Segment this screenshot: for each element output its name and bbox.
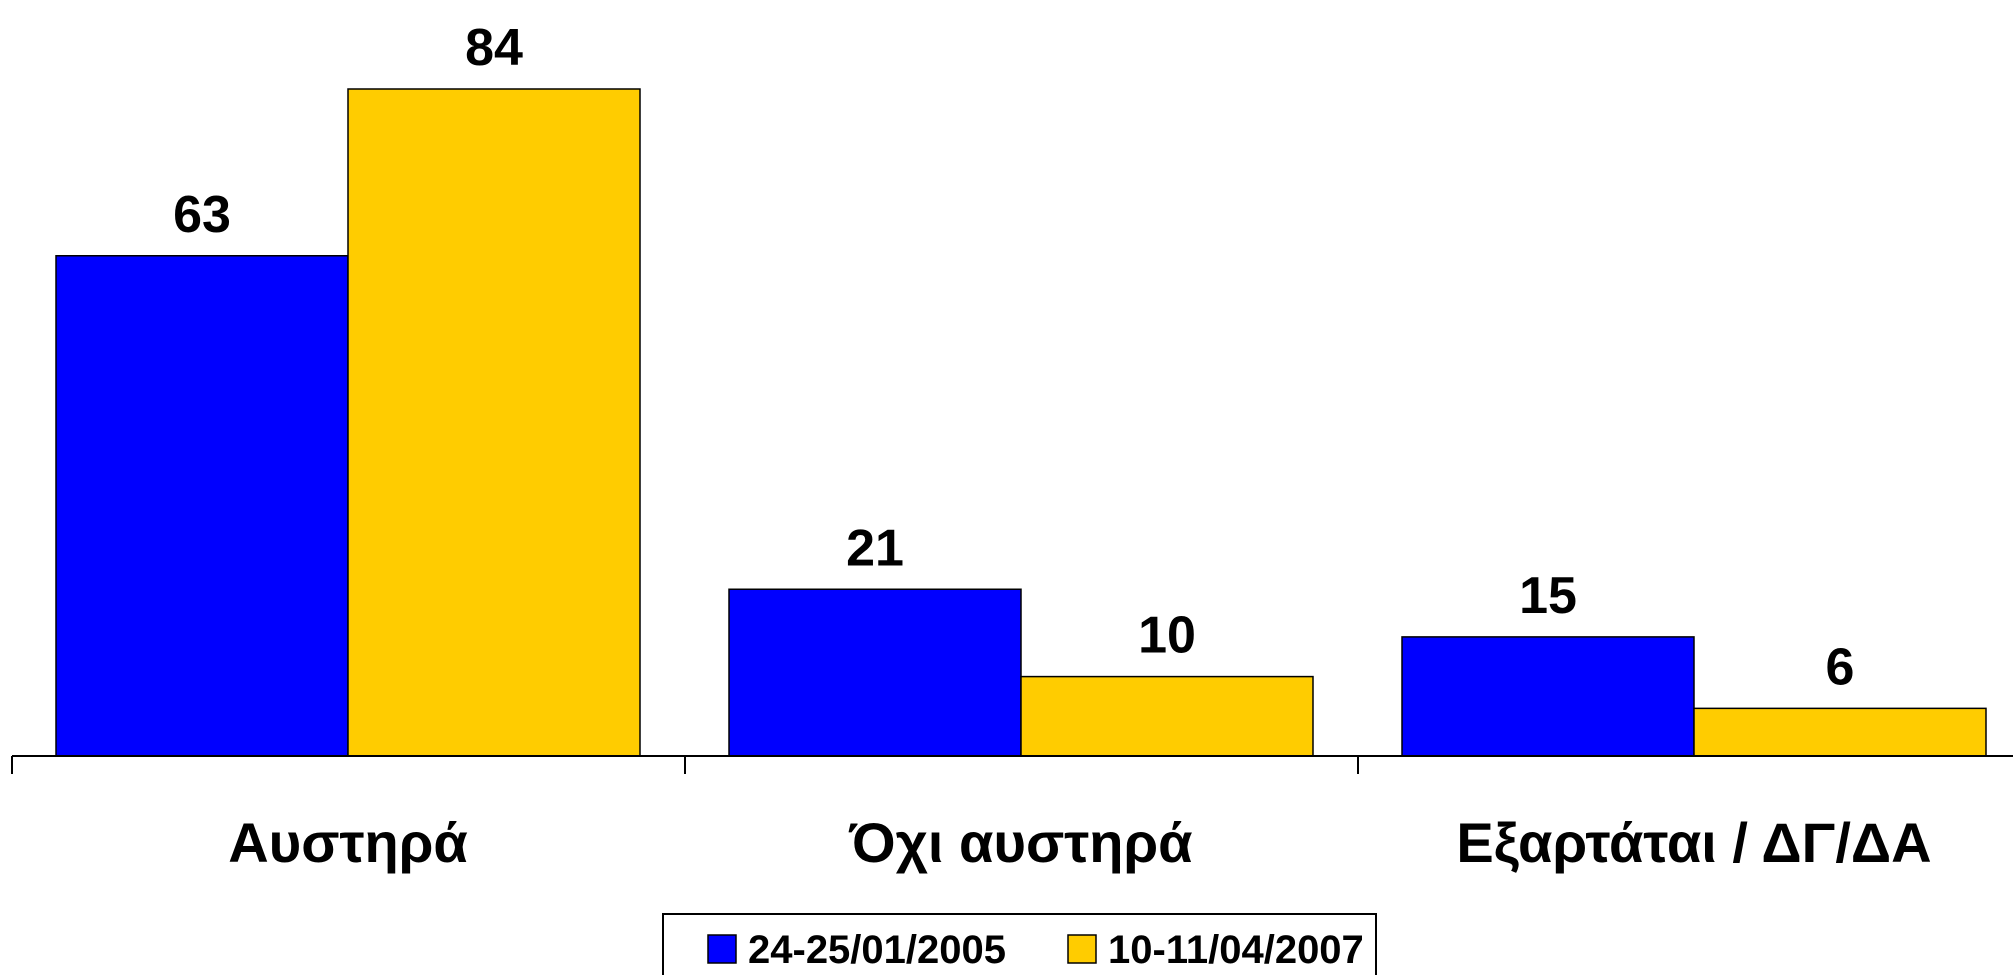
data-label-2-1: 84: [465, 19, 523, 77]
category-label-2: Όχι αυστηρά: [848, 811, 1192, 874]
category-label-3: Εξαρτάται / ΔΓ/ΔΑ: [1456, 811, 1931, 874]
legend-label-2: 10-11/04/2007: [1108, 928, 1364, 972]
bar-2-1: [347, 88, 641, 757]
category-label-1: Αυστηρά: [228, 811, 468, 874]
value-labels-group: 63 84 21 10 15 6: [173, 19, 1854, 696]
legend-swatch-1: [707, 934, 737, 964]
category-labels-group: Αυστηρά Όχι αυστηρά Εξαρτάται / ΔΓ/ΔΑ: [228, 811, 1931, 874]
bar-1-2: [728, 588, 1022, 757]
bars-group: [55, 88, 1987, 757]
data-label-2-3: 6: [1826, 638, 1855, 696]
x-axis-ticks: [11, 756, 1359, 774]
data-label-2-2: 10: [1138, 607, 1196, 665]
legend: 24-25/01/2005 10-11/04/2007: [662, 913, 1377, 975]
bar-1-1: [55, 255, 349, 757]
legend-label-1: 24-25/01/2005: [748, 928, 1006, 972]
data-label-1-1: 63: [173, 186, 231, 244]
legend-swatch-2: [1067, 934, 1097, 964]
data-label-1-2: 21: [846, 519, 904, 577]
legend-box: [662, 913, 1377, 975]
bar-1-3: [1401, 636, 1695, 757]
bar-2-2: [1020, 675, 1314, 757]
data-label-1-3: 15: [1519, 567, 1577, 625]
bar-2-3: [1693, 707, 1987, 757]
